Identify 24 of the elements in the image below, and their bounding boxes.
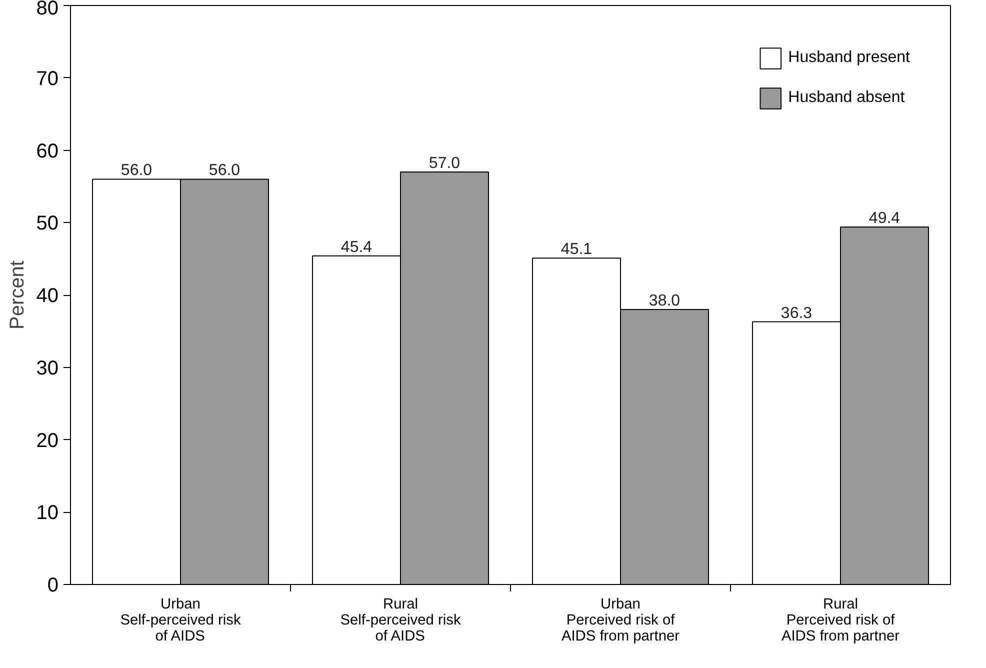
data-label: 57.0	[428, 154, 460, 172]
data-label: 45.4	[340, 238, 372, 256]
legend-label: Husband absent	[788, 89, 905, 107]
y-tick-label: 30	[36, 357, 59, 380]
y-tick-label: 50	[36, 212, 59, 235]
y-axis-title: Percent	[6, 260, 28, 330]
y-tick-label: 0	[47, 574, 58, 596]
data-label: 56.0	[120, 162, 152, 180]
y-tick-label: 10	[36, 502, 59, 524]
y-tick-label: 80	[36, 0, 59, 20]
y-tick-label: 60	[36, 140, 59, 162]
y-tick-label: 40	[36, 285, 59, 307]
data-label: 49.4	[868, 210, 900, 227]
data-label: 38.0	[648, 292, 680, 310]
data-label: 36.3	[780, 304, 812, 322]
x-tick-label: Urban Perceived risk of AIDS from partner	[561, 596, 680, 644]
x-tick-label: Urban Self-perceived risk of AIDS	[120, 596, 242, 644]
legend-label: Husband present	[788, 49, 910, 67]
y-tick-label: 20	[36, 430, 59, 452]
data-label: 45.1	[560, 241, 592, 258]
y-tick-label: 70	[36, 68, 59, 90]
x-tick-label: Rural Perceived risk of AIDS from partner	[781, 596, 900, 644]
x-tick-label: Rural Self-perceived risk of AIDS	[340, 596, 462, 644]
data-label: 56.0	[208, 162, 240, 180]
